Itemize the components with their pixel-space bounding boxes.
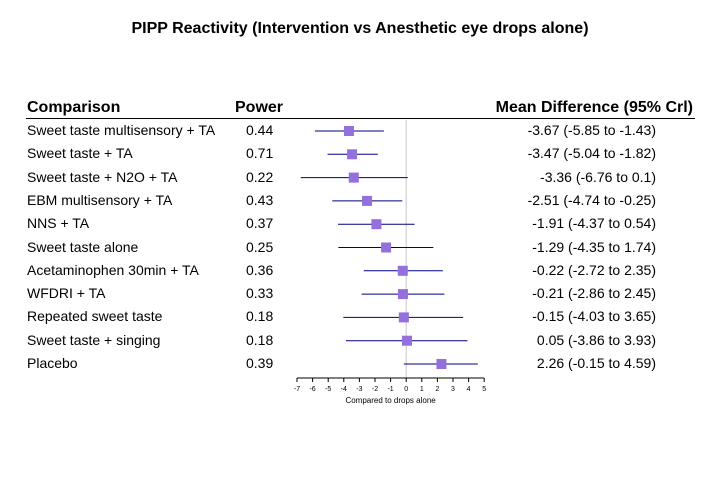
row-mean-difference: -1.91 (-4.37 to 0.54) xyxy=(532,215,656,232)
point-estimate xyxy=(348,172,359,183)
row-mean-difference: -0.22 (-2.72 to 2.35) xyxy=(532,261,656,278)
column-header-comparison: Comparison xyxy=(27,99,121,116)
x-tick-label: 5 xyxy=(482,386,486,393)
row-label: WFDRI + TA xyxy=(27,285,106,302)
point-estimate xyxy=(362,195,373,206)
row-label: Acetaminophen 30min + TA xyxy=(27,261,199,278)
x-tick-label: -6 xyxy=(309,386,315,393)
row-label: Sweet taste + TA xyxy=(27,145,133,162)
row-mean-difference: 2.26 (-0.15 to 4.59) xyxy=(536,355,656,371)
row-power: 0.36 xyxy=(246,261,274,278)
row-label: Placebo xyxy=(27,355,78,371)
point-estimate xyxy=(347,149,358,160)
point-estimate xyxy=(371,219,382,230)
point-estimate xyxy=(397,289,408,300)
row-label: Sweet taste + singing xyxy=(27,331,161,348)
row-power: 0.44 xyxy=(246,122,274,138)
x-tick-label: -7 xyxy=(294,386,300,393)
x-tick-label: -4 xyxy=(341,386,347,393)
row-power: 0.25 xyxy=(246,238,274,255)
row-mean-difference: -3.47 (-5.04 to -1.82) xyxy=(527,145,656,162)
row-mean-difference: -2.51 (-4.74 to -0.25) xyxy=(527,191,656,208)
row-mean-difference: -3.67 (-5.85 to -1.43) xyxy=(527,122,656,138)
x-tick-label: 2 xyxy=(435,386,439,393)
point-estimate xyxy=(381,242,392,253)
row-power: 0.18 xyxy=(246,308,274,325)
header-divider xyxy=(26,118,695,119)
chart-title: PIPP Reactivity (Intervention vs Anesthe… xyxy=(131,20,589,37)
row-power: 0.71 xyxy=(246,145,274,162)
row-mean-difference: 0.05 (-3.86 to 3.93) xyxy=(536,331,656,348)
row-mean-difference: -0.15 (-4.03 to 3.65) xyxy=(532,308,656,325)
row-label: Repeated sweet taste xyxy=(27,308,163,325)
row-label: Sweet taste multisensory + TA xyxy=(27,122,216,138)
point-estimate xyxy=(436,359,447,369)
point-estimate xyxy=(398,312,409,323)
x-tick-label: -5 xyxy=(325,386,331,393)
x-tick-label: -3 xyxy=(356,386,362,393)
row-power: 0.39 xyxy=(246,355,274,371)
x-tick-label: 0 xyxy=(404,386,408,393)
row-power: 0.22 xyxy=(246,168,274,185)
column-header-power: Power xyxy=(235,99,284,116)
row-mean-difference: -3.36 (-6.76 to 0.1) xyxy=(540,168,656,185)
x-tick-label: -1 xyxy=(387,386,393,393)
row-label: NNS + TA xyxy=(27,215,90,232)
column-header-mean-difference: Mean Difference (95% Crl) xyxy=(495,99,693,116)
row-power: 0.33 xyxy=(246,285,274,302)
point-estimate xyxy=(401,335,412,346)
x-tick-label: -2 xyxy=(372,386,378,393)
row-power: 0.43 xyxy=(246,191,274,208)
x-tick-label: 4 xyxy=(467,386,471,393)
x-tick-label: 1 xyxy=(420,386,424,393)
row-mean-difference: -1.29 (-4.35 to 1.74) xyxy=(532,238,656,255)
row-mean-difference: -0.21 (-2.86 to 2.45) xyxy=(532,285,656,302)
point-estimate xyxy=(343,126,354,136)
x-axis-label: Compared to drops alone xyxy=(345,396,436,405)
row-power: 0.18 xyxy=(246,331,274,348)
row-label: EBM multisensory + TA xyxy=(27,191,173,208)
row-power: 0.37 xyxy=(246,215,274,232)
row-label: Sweet taste alone xyxy=(27,238,139,255)
point-estimate xyxy=(397,265,408,276)
row-label: Sweet taste + N2O + TA xyxy=(27,168,178,185)
x-tick-label: 3 xyxy=(451,386,455,393)
